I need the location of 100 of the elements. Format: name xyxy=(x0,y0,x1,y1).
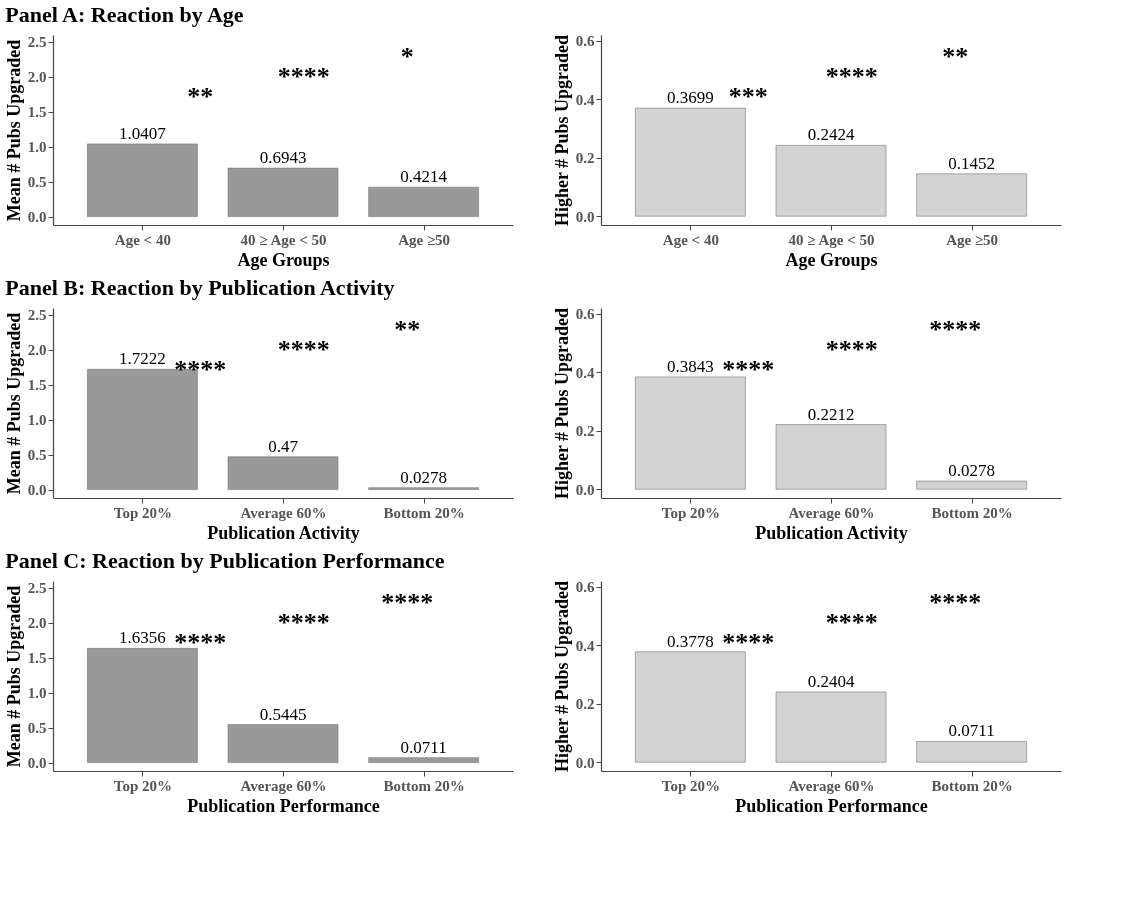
annotation: **** xyxy=(381,588,434,617)
x-axis-title: Publication Activity xyxy=(755,522,908,543)
data-label: 0.3843 xyxy=(667,356,714,376)
x-tick-label: Top 20% xyxy=(661,504,720,521)
bar xyxy=(87,648,198,763)
x-axis-title: Age Groups xyxy=(237,249,330,270)
data-label: 1.7222 xyxy=(119,349,166,369)
x-axis-title: Age Groups xyxy=(785,249,878,270)
y-tick-label: 0.6 xyxy=(575,306,595,323)
y-axis-title: Mean # Pubs Upgraded xyxy=(3,585,24,768)
data-label: 1.6356 xyxy=(119,628,166,648)
annotation: * xyxy=(400,42,414,71)
x-tick-label: 40 ≥ Age < 50 xyxy=(788,231,875,248)
data-label: 0.1452 xyxy=(948,153,995,173)
annotation: **** xyxy=(825,62,878,91)
chart-title: Panel A: Reaction by Age xyxy=(5,1,244,27)
y-tick-label: 0.2 xyxy=(575,696,595,713)
y-tick-label: 0.0 xyxy=(575,481,595,498)
x-tick-label: Top 20% xyxy=(113,504,172,521)
bar xyxy=(775,145,887,217)
x-tick-label: Age ≥50 xyxy=(946,231,999,248)
x-tick-label: Top 20% xyxy=(661,777,720,794)
annotation: *** xyxy=(728,82,768,111)
bar xyxy=(775,691,887,763)
y-tick-label: 0.2 xyxy=(575,150,595,167)
x-tick-label: Average 60% xyxy=(240,504,327,521)
y-tick-label: 1.0 xyxy=(27,139,47,156)
chart-title: Panel B: Reaction by Publication Activity xyxy=(5,274,395,300)
x-tick-label: Average 60% xyxy=(788,777,875,794)
bar xyxy=(227,456,339,490)
annotation: **** xyxy=(277,608,330,637)
y-tick-label: 0.4 xyxy=(575,364,595,381)
annotation: **** xyxy=(277,335,330,364)
x-axis-title: Publication Performance xyxy=(187,795,380,816)
x-tick-label: Bottom 20% xyxy=(931,777,1013,794)
y-axis-title: Mean # Pubs Upgraded xyxy=(3,312,24,495)
y-tick-label: 2.5 xyxy=(27,307,47,324)
y-tick-label: 0.6 xyxy=(575,579,595,596)
data-label: 0.0278 xyxy=(400,467,447,487)
bar xyxy=(635,651,746,763)
y-axis-title: Higher # Pubs Upgraded xyxy=(551,34,572,227)
annotation: **** xyxy=(825,608,878,637)
chart-title: Panel C: Reaction by Publication Performance xyxy=(5,547,445,573)
y-tick-label: 0.5 xyxy=(27,720,47,737)
bar xyxy=(916,173,1027,217)
y-tick-label: 0.0 xyxy=(575,754,595,771)
data-label: 1.0407 xyxy=(119,123,167,143)
data-label: 0.3699 xyxy=(667,88,714,108)
bar xyxy=(87,143,198,217)
bar xyxy=(227,167,339,217)
y-tick-label: 0.2 xyxy=(575,423,595,440)
data-label: 0.6943 xyxy=(259,148,307,168)
x-tick-label: Bottom 20% xyxy=(931,504,1013,521)
y-tick-label: 0.4 xyxy=(575,91,595,108)
y-tick-label: 0.0 xyxy=(575,208,595,225)
y-tick-label: 1.5 xyxy=(27,104,47,121)
y-tick-label: 0.4 xyxy=(575,637,595,654)
bar xyxy=(775,424,887,490)
y-tick-label: 1.5 xyxy=(27,650,47,667)
y-tick-label: 2.5 xyxy=(27,580,47,597)
y-tick-label: 1.0 xyxy=(27,412,47,429)
data-label: 0.2404 xyxy=(807,671,855,691)
y-tick-label: 1.5 xyxy=(27,377,47,394)
x-tick-label: Age ≥50 xyxy=(398,231,451,248)
y-tick-label: 0.5 xyxy=(27,174,47,191)
y-tick-label: 1.0 xyxy=(27,685,47,702)
bar xyxy=(87,369,198,490)
x-tick-label: Age < 40 xyxy=(662,231,719,248)
y-tick-label: 2.0 xyxy=(27,615,47,632)
x-tick-label: Age < 40 xyxy=(114,231,171,248)
y-tick-label: 0.5 xyxy=(27,447,47,464)
y-tick-label: 2.0 xyxy=(27,69,47,86)
annotation: **** xyxy=(277,62,330,91)
bar xyxy=(368,757,479,763)
data-label: 0.5445 xyxy=(259,704,307,724)
bar xyxy=(635,107,746,217)
y-axis-title: Higher # Pubs Upgraded xyxy=(551,307,572,500)
bar xyxy=(635,376,746,490)
y-axis-title: Higher # Pubs Upgraded xyxy=(551,580,572,773)
x-tick-label: Average 60% xyxy=(240,777,327,794)
x-tick-label: Bottom 20% xyxy=(383,504,465,521)
bar xyxy=(916,480,1027,490)
y-tick-label: 0.0 xyxy=(27,209,47,226)
x-tick-label: Top 20% xyxy=(113,777,172,794)
bar xyxy=(227,724,339,763)
annotation: **** xyxy=(174,628,227,657)
x-tick-label: Average 60% xyxy=(788,504,875,521)
data-label: 0.2424 xyxy=(807,125,855,145)
data-label: 0.4214 xyxy=(400,167,448,187)
annotation: **** xyxy=(722,628,775,657)
annotation: ** xyxy=(394,315,421,344)
x-axis-title: Publication Activity xyxy=(207,522,360,543)
annotation: **** xyxy=(174,355,227,384)
y-tick-label: 0.0 xyxy=(27,755,47,772)
bar xyxy=(916,741,1027,763)
annotation: **** xyxy=(722,355,775,384)
annotation: **** xyxy=(825,335,878,364)
data-label: 0.0711 xyxy=(948,721,995,741)
y-axis-title: Mean # Pubs Upgraded xyxy=(3,39,24,222)
data-label: 0.2212 xyxy=(807,404,855,424)
